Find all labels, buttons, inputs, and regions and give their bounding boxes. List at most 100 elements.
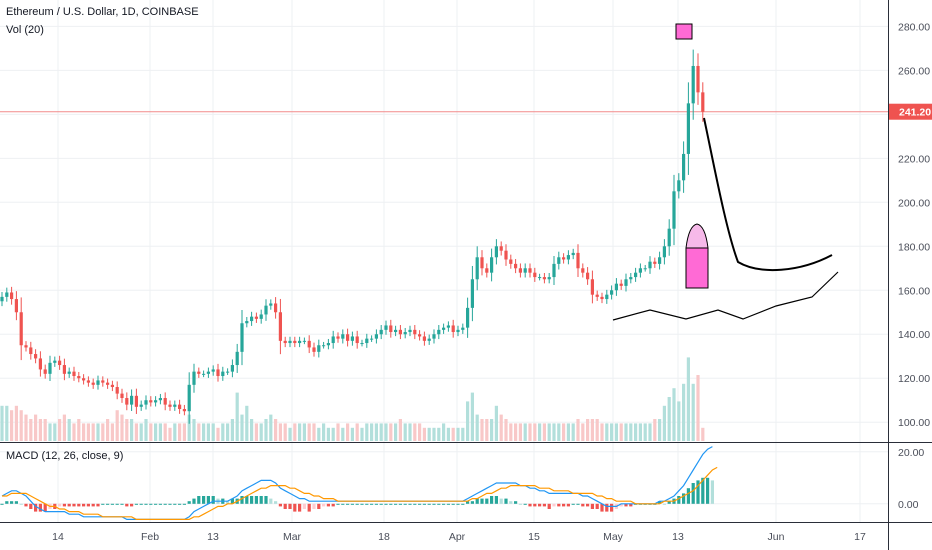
macd-histogram-bar xyxy=(403,503,407,505)
volume-bar xyxy=(341,427,345,441)
candle-body xyxy=(677,180,681,192)
macd-histogram-bar xyxy=(178,503,182,505)
candle-body xyxy=(653,261,657,264)
volume-bar xyxy=(667,397,671,441)
candle-body xyxy=(518,268,522,273)
macd-histogram-bar xyxy=(528,503,532,507)
time-tick-label: Feb xyxy=(141,531,159,543)
volume-bar xyxy=(226,423,230,441)
candle-body xyxy=(317,345,321,352)
volume-bar xyxy=(82,423,86,441)
candle-body xyxy=(490,257,494,273)
volume-bar xyxy=(154,423,158,441)
candle-body xyxy=(610,290,614,295)
macd-histogram-bar xyxy=(288,503,292,509)
volume-bar xyxy=(586,419,590,441)
volume-bar xyxy=(29,419,33,441)
volume-bar xyxy=(24,414,28,441)
bubble-body-box xyxy=(685,247,709,289)
volume-bar xyxy=(110,423,114,441)
candle-body xyxy=(403,332,407,335)
macd-histogram-bar xyxy=(442,503,446,505)
macd-histogram-bar xyxy=(586,503,590,507)
macd-histogram-bar xyxy=(187,501,191,504)
macd-histogram-bar xyxy=(490,496,494,504)
candle-body xyxy=(19,312,23,346)
macd-histogram-bar xyxy=(62,503,66,507)
candle-body xyxy=(466,307,470,328)
macd-histogram-bar xyxy=(398,503,402,505)
volume-bar xyxy=(130,419,134,441)
candle-body xyxy=(662,246,666,258)
candle-body xyxy=(614,283,618,291)
macd-histogram-bar xyxy=(317,503,321,509)
time-tick-label: Mar xyxy=(283,531,302,543)
volume-bar xyxy=(38,419,42,441)
volume-bar xyxy=(552,423,556,441)
candle-body xyxy=(552,263,556,278)
volume-bar xyxy=(653,419,657,441)
volume-bar xyxy=(629,423,633,441)
candle-body xyxy=(307,340,311,348)
macd-histogram-bar xyxy=(144,503,148,505)
macd-histogram-bar xyxy=(302,503,306,509)
volume-bar xyxy=(34,414,38,441)
volume-bar xyxy=(418,423,422,441)
macd-histogram-bar xyxy=(274,501,278,504)
candle-body xyxy=(106,382,110,385)
candle-body xyxy=(341,334,345,339)
candle-body xyxy=(538,277,542,279)
macd-histogram-bar xyxy=(226,501,230,504)
volume-bar xyxy=(610,423,614,441)
volume-bar xyxy=(442,423,446,441)
candle-body xyxy=(336,336,340,339)
volume-bar xyxy=(581,423,585,441)
candle-body xyxy=(259,314,263,319)
macd-histogram-bar xyxy=(350,503,354,505)
volume-bar xyxy=(178,423,182,441)
volume-bar xyxy=(115,410,119,441)
volume-bar xyxy=(518,423,522,441)
macd-histogram-bar xyxy=(346,503,350,505)
candle-body xyxy=(528,268,532,273)
candle-body xyxy=(571,252,575,256)
time-tick-label: 14 xyxy=(52,531,64,543)
volume-bar xyxy=(427,427,431,441)
candle-body xyxy=(240,323,244,352)
volume-bar xyxy=(658,419,662,441)
macd-histogram-bar xyxy=(130,503,134,507)
time-tick-label: 17 xyxy=(854,531,866,543)
volume-bar xyxy=(283,423,287,441)
volume-bar xyxy=(374,423,378,441)
volume-bar xyxy=(149,423,153,441)
volume-bar xyxy=(638,423,642,441)
price-tick-label: 140.00 xyxy=(898,329,930,341)
macd-histogram-bar xyxy=(211,496,215,504)
volume-bar xyxy=(274,419,278,441)
volume-bar xyxy=(221,423,225,441)
candle-body xyxy=(624,279,628,286)
volume-bar xyxy=(408,423,412,441)
macd-histogram-bar xyxy=(307,503,311,512)
candle-body xyxy=(202,373,206,375)
time-tick-label: 15 xyxy=(528,531,540,543)
macd-histogram-bar xyxy=(168,503,172,505)
volume-bar xyxy=(605,423,609,441)
candle-body xyxy=(192,371,196,385)
macd-histogram-bar xyxy=(542,503,546,507)
candle-body xyxy=(446,325,450,328)
volume-bar xyxy=(566,423,570,441)
macd-histogram-bar xyxy=(115,503,119,505)
volume-bar xyxy=(446,427,450,441)
volume-bar xyxy=(562,423,566,441)
macd-histogram-bar xyxy=(355,503,359,505)
macd-histogram-bar xyxy=(298,503,302,512)
candle-body xyxy=(115,387,119,394)
candle-body xyxy=(619,283,623,286)
volume-bar xyxy=(48,423,52,441)
candle-body xyxy=(14,299,18,313)
macd-histogram-bar xyxy=(629,503,633,507)
volume-bar xyxy=(643,423,647,441)
candle-body xyxy=(67,371,71,374)
